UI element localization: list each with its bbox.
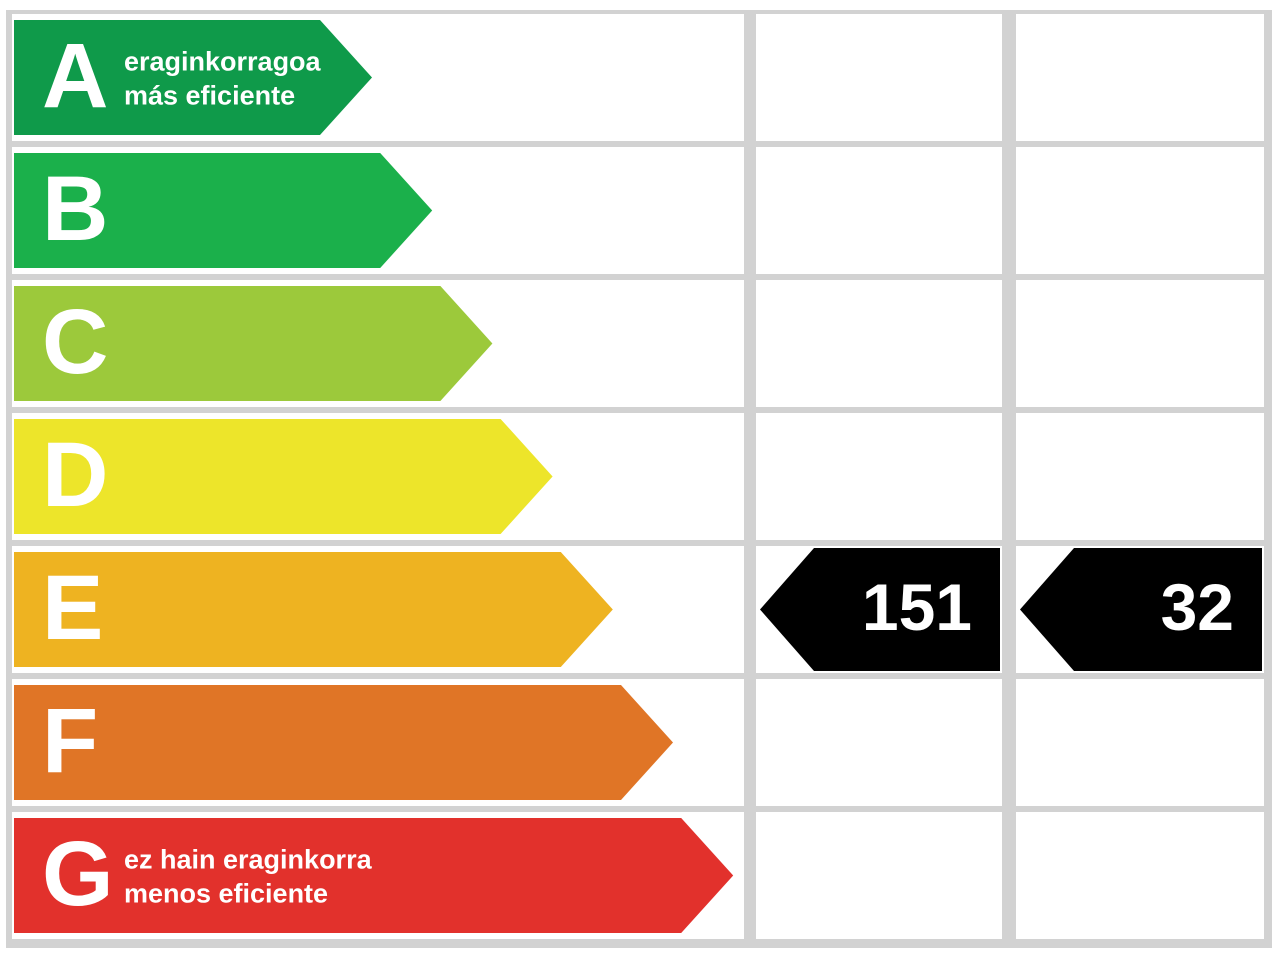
rating-value: 151 [862,570,972,644]
cell [1016,280,1264,407]
class-letter: B [42,158,108,260]
cell [1016,14,1264,141]
cell [1016,147,1264,274]
cell [756,413,1002,540]
cell [756,812,1002,939]
class-bar [14,286,493,401]
class-letter: G [42,823,114,925]
class-letter: E [42,557,103,659]
class-bar [14,685,673,800]
cell [1016,812,1264,939]
class-letter: F [42,690,98,792]
class-letter: D [42,424,108,526]
class-bar [14,552,613,667]
class-text: más eficiente [124,81,295,111]
class-letter: C [42,291,108,393]
class-bar [14,818,734,933]
rating-value: 32 [1161,570,1234,644]
rating-arrow [1020,548,1262,671]
class-text: ez hain eraginkorra [124,845,373,875]
class-bar [14,153,433,268]
class-text: menos eficiente [124,879,328,909]
cell [1016,679,1264,806]
cell [756,280,1002,407]
rating-arrow [760,548,1000,671]
cell [756,14,1002,141]
cell [756,147,1002,274]
class-bar [14,20,372,135]
class-letter: A [42,25,108,127]
cell [1016,413,1264,540]
class-text: eraginkorragoa [124,47,322,77]
cell [756,679,1002,806]
class-bar [14,419,553,534]
